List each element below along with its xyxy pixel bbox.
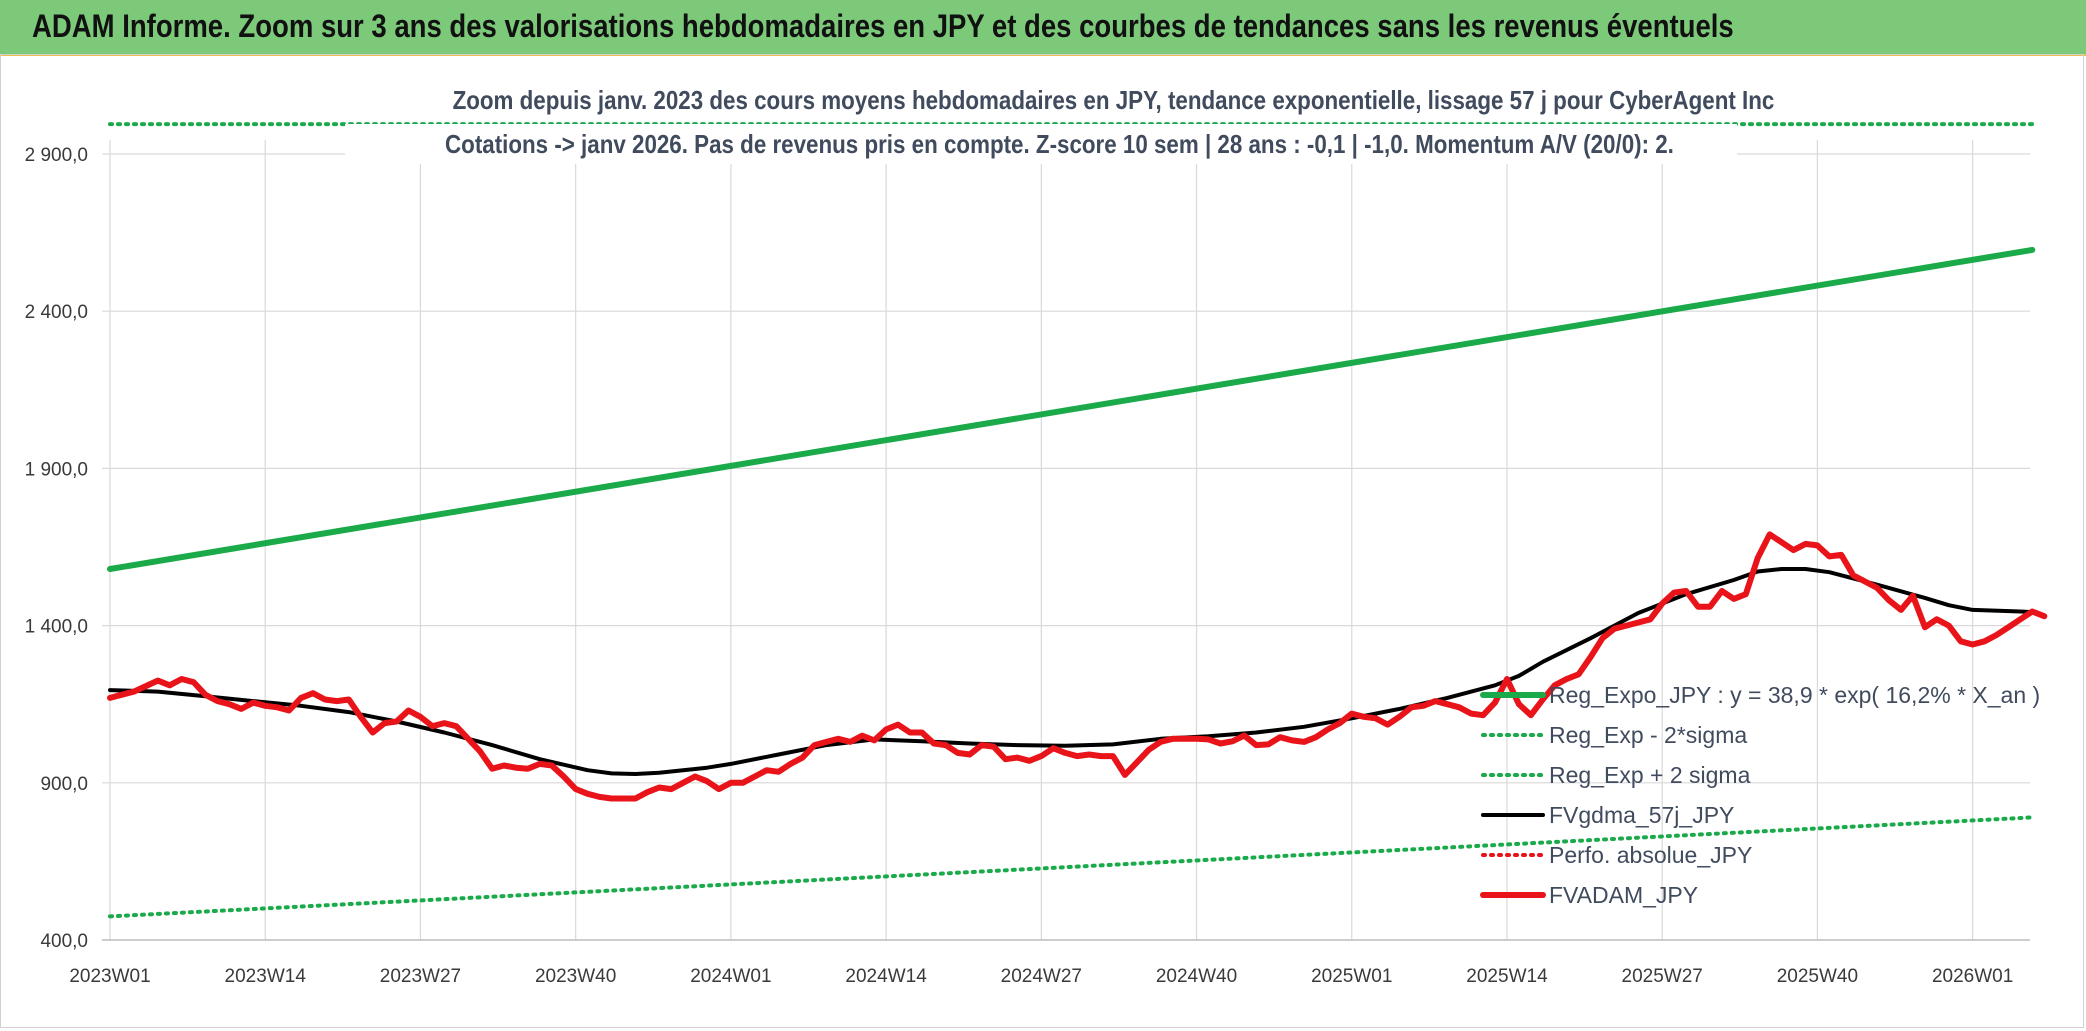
y-tick-label: 900,0 [40,774,88,795]
legend-label: FVgdma_57j_JPY [1549,802,1734,828]
report-banner: ADAM Informe. Zoom sur 3 ans des valoris… [0,0,2086,56]
x-tick-label: 2024W14 [845,966,927,987]
series-line-1 [108,815,2035,919]
y-tick-label: 1 900,0 [25,459,88,480]
legend-label: Perfo. absolue_JPY [1549,842,1752,868]
legend: Reg_Expo_JPY : y = 38,9 * exp( 16,2% * X… [1480,682,2040,908]
x-tick-label: 2023W40 [535,966,616,987]
series-line-3 [108,567,2035,776]
x-axis: 2023W01 2023W14 2023W27 2023W40 2024W01 2024W… [69,966,2013,987]
legend-label: FVADAM_JPY [1549,882,1698,908]
report-title: ADAM Informe. Zoom sur 3 ans des valoris… [32,8,1734,44]
x-tick-label: 2025W40 [1777,966,1858,987]
x-tick-label: 2026W01 [1932,966,2013,987]
y-tick-label: 400,0 [40,931,88,952]
x-tick-label: 2023W01 [69,966,150,987]
chart-title-line-1: Zoom depuis janv. 2023 des cours moyens … [345,80,1774,120]
x-tick-label: 2023W27 [380,966,461,987]
series-line-5 [107,531,2048,802]
x-tick-label: 2023W14 [225,966,307,987]
gridlines [102,140,2030,941]
y-axis: 400,0 900,0 1 400,0 1 900,0 2 400,0 2 900,0 [25,145,88,952]
chart-title-line-2: Cotations -> janv 2026. Pas de revenus p… [345,124,1737,164]
y-tick-label: 2 900,0 [25,145,88,166]
y-tick-label: 2 400,0 [25,302,88,323]
legend-label: Reg_Exp - 2*sigma [1549,722,1747,748]
x-tick-label: 2024W01 [690,966,771,987]
x-tick-label: 2025W27 [1622,966,1703,987]
legend-label: Reg_Expo_JPY : y = 38,9 * exp( 16,2% * X… [1549,682,2040,708]
x-tick-label: 2025W01 [1311,966,1392,987]
x-tick-label: 2025W14 [1466,966,1548,987]
series-lines [107,122,2048,919]
y-tick-label: 1 400,0 [25,617,88,638]
series-line-0 [107,246,2036,572]
x-tick-label: 2024W27 [1001,966,1082,987]
legend-label: Reg_Exp + 2 sigma [1549,762,1751,788]
chart-frame [0,54,2084,1028]
x-tick-label: 2024W40 [1156,966,1237,987]
